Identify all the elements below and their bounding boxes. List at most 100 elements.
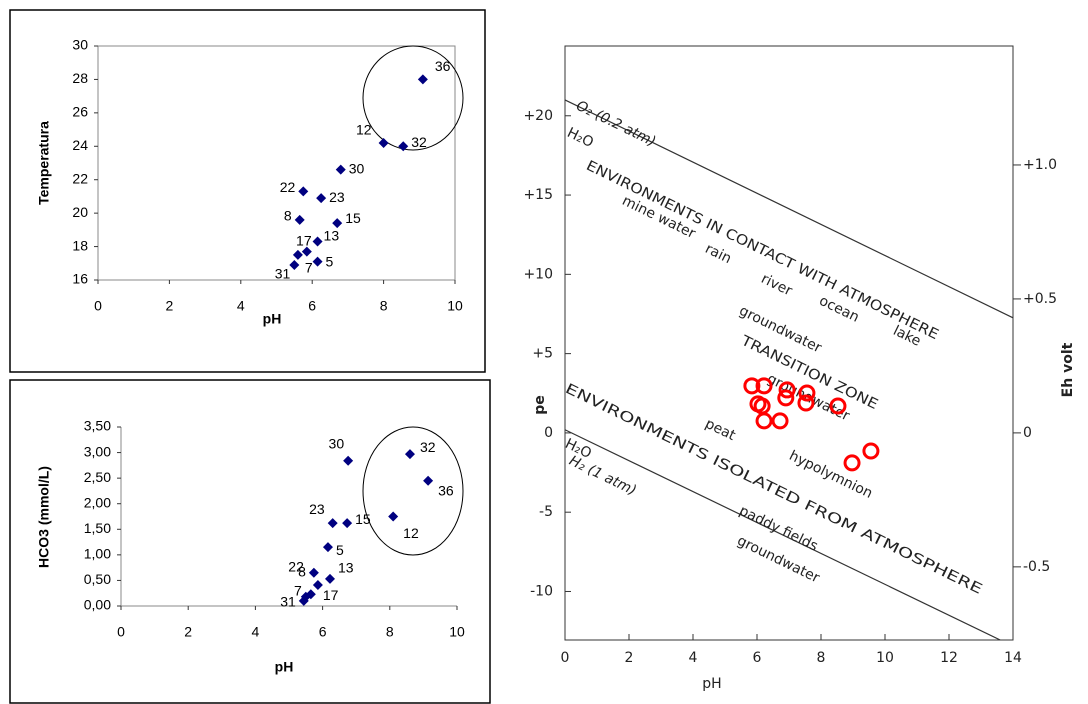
data-point <box>308 567 319 578</box>
x-tick-label: 10 <box>876 650 894 666</box>
data-point <box>777 389 795 407</box>
x-axis-label: pH <box>263 311 282 327</box>
data-point <box>417 74 428 85</box>
data-point <box>797 394 815 412</box>
boundary-line <box>564 429 1001 641</box>
region-annotation: peat <box>702 416 738 444</box>
highlight-ellipse <box>362 45 464 151</box>
y-tick-label: 16 <box>72 271 88 287</box>
data-point <box>388 511 399 522</box>
y-axis-label: pe <box>532 395 548 415</box>
point-label: 12 <box>403 525 419 541</box>
data-point <box>755 412 773 430</box>
x-tick-label: 0 <box>561 650 570 666</box>
x-tick-label: 4 <box>689 650 698 666</box>
data-point <box>294 214 305 225</box>
y-tick-label: +10 <box>523 266 553 282</box>
point-label: 30 <box>349 160 365 176</box>
data-point <box>404 449 415 460</box>
y-tick-label: +20 <box>523 108 553 124</box>
point-label: 15 <box>355 511 371 527</box>
data-point <box>743 377 761 395</box>
point-label: 36 <box>435 58 451 74</box>
y-tick-label: 0,50 <box>84 571 111 587</box>
x-tick-label: 2 <box>625 650 634 666</box>
y-tick-label: 1,00 <box>84 546 111 562</box>
y-tick-label: 18 <box>72 237 88 253</box>
point-label: 31 <box>280 594 296 610</box>
point-label: 32 <box>420 439 436 455</box>
x-axis-label: pH <box>702 676 721 692</box>
y-tick-label: 20 <box>72 204 88 220</box>
chart-3-group: 0 2 4 6 8 10 12 14 +20 +15 +10 +5 0 -5 -10 +1.0 +0.5 0 -0.… <box>523 45 1076 692</box>
point-label: 22 <box>280 179 296 195</box>
data-point <box>829 397 847 415</box>
highlight-ellipse <box>362 426 464 556</box>
data-point <box>343 455 354 466</box>
chart-frame <box>9 379 491 704</box>
boundary-line <box>564 99 1014 319</box>
x-tick-label: 0 <box>94 298 102 314</box>
point-label: 22 <box>288 558 304 574</box>
y-tick-label: 28 <box>72 70 88 86</box>
data-point <box>301 246 312 257</box>
data-point <box>378 137 389 148</box>
point-label: 17 <box>296 232 312 248</box>
y-tick-label: 2,50 <box>84 469 111 485</box>
point-label: 23 <box>329 189 345 205</box>
data-point <box>843 454 861 472</box>
y-tick-label: 2,00 <box>84 494 111 510</box>
x-tick-label: 10 <box>447 298 463 314</box>
y-tick-label: -5 <box>539 504 553 520</box>
y-tick-label: -10 <box>530 583 553 599</box>
point-label: 7 <box>305 260 313 276</box>
y2-tick-label: -0.5 <box>1023 559 1050 575</box>
data-point <box>778 381 796 399</box>
x-tick-label: 4 <box>237 298 245 314</box>
chart-frame <box>9 9 486 373</box>
data-point <box>312 580 323 591</box>
x-tick-label: 10 <box>449 624 465 640</box>
x-tick-label: 12 <box>940 650 958 666</box>
y-tick-label: 0 <box>544 425 553 441</box>
data-point <box>298 595 309 606</box>
data-point <box>755 377 773 395</box>
data-point <box>292 249 303 260</box>
x-tick-label: 8 <box>386 624 394 640</box>
point-label: 15 <box>345 210 361 226</box>
x-tick-label: 2 <box>184 624 192 640</box>
point-label: 32 <box>411 134 427 150</box>
point-label: 12 <box>356 122 372 138</box>
data-point <box>322 542 333 553</box>
data-point <box>324 573 335 584</box>
data-point <box>312 256 323 267</box>
y2-tick-label: 0 <box>1023 425 1032 441</box>
x-tick-label: 8 <box>380 298 388 314</box>
y2-axis-label: Eh volt <box>1060 342 1076 397</box>
plot-area <box>97 45 456 281</box>
data-point <box>289 259 300 270</box>
point-label: 17 <box>323 587 339 603</box>
x-tick-label: 2 <box>166 298 174 314</box>
point-label: 8 <box>284 208 292 224</box>
x-tick-label: 6 <box>308 298 316 314</box>
y-tick-label: 22 <box>72 170 88 186</box>
region-annotation: H₂O <box>564 125 595 151</box>
data-point <box>771 412 789 430</box>
data-point <box>327 518 338 529</box>
y-tick-label: 0,00 <box>84 597 111 613</box>
y2-tick-label: +1.0 <box>1023 157 1057 173</box>
point-label: 5 <box>336 542 344 558</box>
plot-frame <box>564 45 1014 641</box>
chart-1-group: 0 2 4 6 8 101618202224262830pHTemperatura3612… <box>9 9 486 373</box>
point-label: 31 <box>275 266 291 282</box>
data-point <box>398 141 409 152</box>
x-tick-label: 4 <box>252 624 260 640</box>
x-tick-label: 8 <box>817 650 826 666</box>
y-tick-label: +5 <box>532 346 553 362</box>
data-point <box>332 218 343 229</box>
point-label: 23 <box>309 501 325 517</box>
x-tick-label: 14 <box>1004 650 1022 666</box>
data-point <box>316 193 327 204</box>
